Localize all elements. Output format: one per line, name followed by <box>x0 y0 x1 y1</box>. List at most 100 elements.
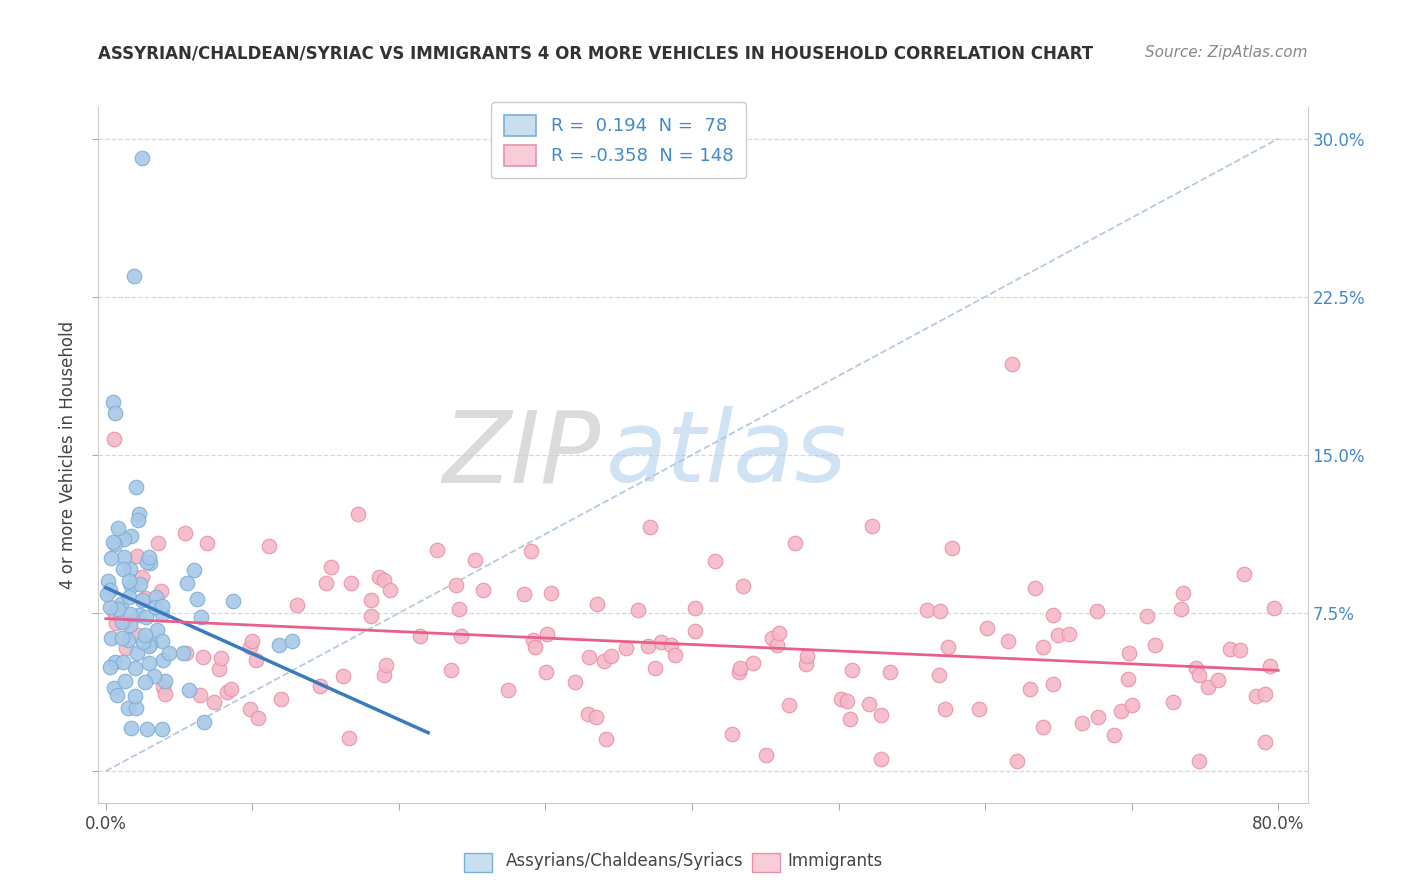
Point <box>115 614 138 628</box>
Point <box>375 657 398 672</box>
Point <box>101 395 124 409</box>
Point <box>768 625 790 640</box>
Point <box>1042 677 1064 691</box>
Point <box>496 683 519 698</box>
Text: Source: ZipAtlas.com: Source: ZipAtlas.com <box>1144 45 1308 60</box>
Point <box>439 663 461 677</box>
Point <box>721 727 744 741</box>
Point <box>464 553 486 567</box>
Point <box>124 689 146 703</box>
Point <box>117 633 139 648</box>
Point <box>112 550 135 565</box>
Point <box>174 526 197 541</box>
Text: atlas: atlas <box>606 407 848 503</box>
Point <box>860 519 883 533</box>
Point <box>219 681 242 696</box>
Point <box>340 576 363 591</box>
Point <box>1263 600 1285 615</box>
Point <box>128 607 150 622</box>
Point <box>347 507 370 521</box>
Point <box>373 667 395 681</box>
Point <box>127 646 149 660</box>
Point <box>183 563 205 577</box>
Point <box>728 661 751 675</box>
Point <box>1118 646 1140 660</box>
Point <box>97 574 120 588</box>
Point <box>450 630 472 644</box>
Point <box>138 639 160 653</box>
Point <box>152 653 174 667</box>
Point <box>315 576 337 591</box>
Point <box>1046 627 1069 641</box>
Point <box>1085 604 1108 618</box>
Point <box>425 543 447 558</box>
Point <box>103 535 125 549</box>
Point <box>1032 640 1054 655</box>
Point <box>742 657 765 671</box>
Point <box>1024 581 1046 595</box>
Text: ASSYRIAN/CHALDEAN/SYRIAC VS IMMIGRANTS 4 OR MORE VEHICLES IN HOUSEHOLD CORRELATI: ASSYRIAN/CHALDEAN/SYRIAC VS IMMIGRANTS 4… <box>98 45 1094 62</box>
Point <box>650 634 672 648</box>
Point <box>1109 704 1132 718</box>
Point <box>1197 680 1219 694</box>
Point <box>409 629 432 643</box>
Point <box>360 593 382 607</box>
Point <box>664 648 686 663</box>
Point <box>1187 668 1209 682</box>
Point <box>138 657 160 671</box>
Point <box>96 587 118 601</box>
Point <box>796 648 818 663</box>
Point <box>157 646 180 660</box>
Point <box>1170 602 1192 616</box>
Point <box>221 594 243 608</box>
Point <box>138 636 160 650</box>
Point <box>150 722 173 736</box>
Point <box>259 540 281 554</box>
Point <box>520 544 543 558</box>
Point <box>174 646 197 660</box>
Point <box>105 689 128 703</box>
Point <box>1057 627 1080 641</box>
Point <box>152 607 174 621</box>
Point <box>683 624 706 639</box>
Point <box>188 688 211 702</box>
Point <box>209 650 232 665</box>
Point <box>127 513 149 527</box>
Point <box>941 541 963 555</box>
Point <box>522 632 544 647</box>
Point <box>1087 710 1109 724</box>
Point <box>472 582 495 597</box>
Point <box>534 665 557 680</box>
Point <box>928 668 950 682</box>
Point <box>111 615 134 629</box>
Point <box>111 631 134 645</box>
Point <box>1042 607 1064 622</box>
Point <box>103 406 125 420</box>
Point <box>1206 673 1229 688</box>
Point <box>118 574 141 588</box>
Point <box>703 554 725 568</box>
Point <box>125 549 148 563</box>
Point <box>1161 695 1184 709</box>
Point <box>1019 682 1042 697</box>
Point <box>337 731 360 745</box>
Text: ZIP: ZIP <box>441 407 600 503</box>
Point <box>103 681 125 695</box>
Point <box>928 604 950 618</box>
Point <box>145 624 167 638</box>
Point <box>120 529 142 543</box>
Point <box>103 605 125 619</box>
Point <box>100 551 122 566</box>
Text: Immigrants: Immigrants <box>787 852 883 870</box>
Point <box>513 587 536 601</box>
Point <box>1102 728 1125 742</box>
Point <box>1219 642 1241 657</box>
Point <box>839 712 862 726</box>
Point <box>107 521 129 535</box>
Point <box>118 562 141 576</box>
Point <box>208 662 231 676</box>
Point <box>150 634 173 648</box>
Point <box>1116 673 1139 687</box>
Point <box>593 654 616 668</box>
Point <box>120 721 142 735</box>
